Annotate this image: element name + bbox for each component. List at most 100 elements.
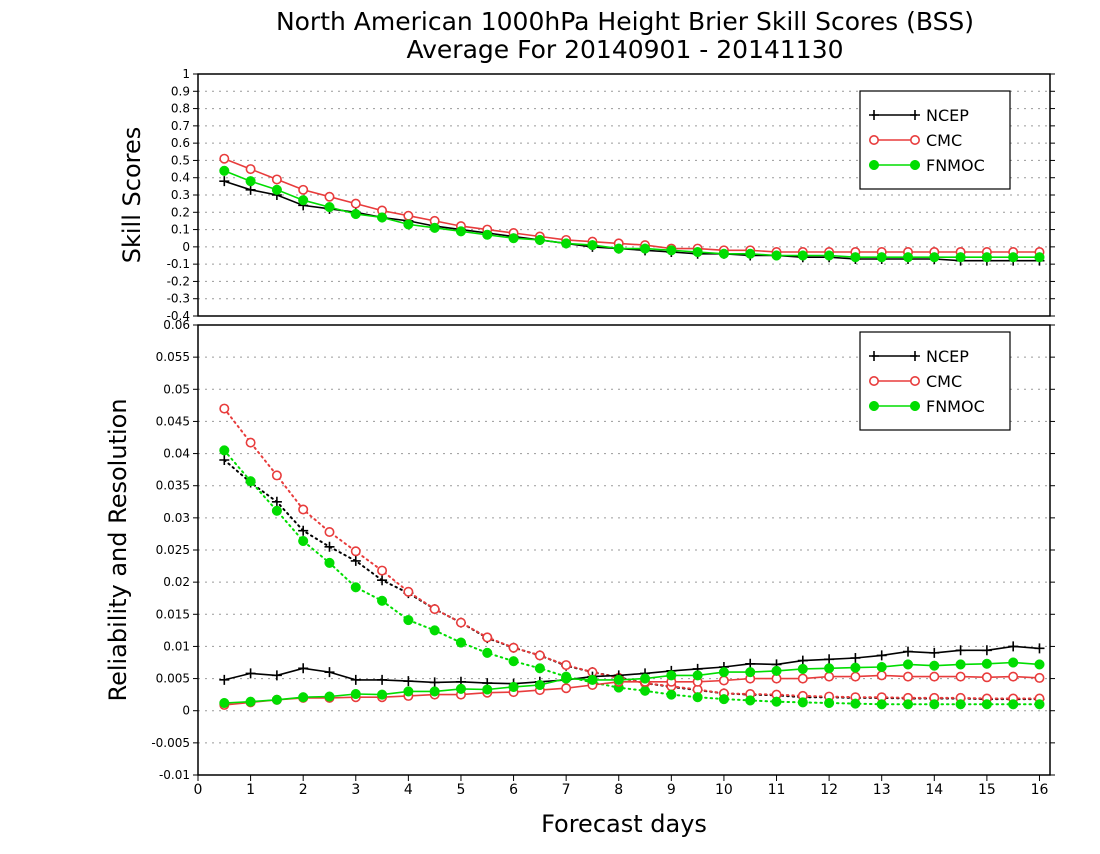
data-point-ncep	[850, 653, 861, 663]
data-point-cmc-dotted	[271, 470, 282, 481]
data-point-fnmoc	[718, 248, 729, 259]
data-point-cmc-dotted	[403, 586, 414, 597]
x-tick-label: 8	[614, 782, 623, 798]
data-point-fnmoc	[219, 165, 230, 176]
x-tick-label: 0	[194, 782, 203, 798]
data-point-fnmoc	[508, 233, 519, 244]
data-point-cmc	[219, 153, 230, 164]
data-point-fnmoc	[245, 696, 256, 707]
data-point-ncep	[981, 645, 992, 656]
x-tick-label: 12	[820, 782, 838, 798]
data-point-cmc	[324, 191, 335, 202]
data-point-fnmoc	[455, 683, 467, 694]
series-ncep	[219, 641, 1045, 689]
data-point-fnmoc	[981, 252, 992, 263]
y-tick-label: 0.02	[163, 575, 190, 589]
y-tick-label: 0.035	[156, 479, 190, 493]
legend-marker-ncep	[910, 351, 920, 361]
data-point-fnmoc-dotted	[929, 699, 940, 710]
data-point-fnmoc-dotted	[850, 698, 861, 709]
data-point-fnmoc-dotted	[1008, 699, 1019, 710]
data-point-fnmoc	[1034, 659, 1045, 670]
data-point-fnmoc	[324, 691, 335, 702]
data-point-fnmoc-dotted	[298, 535, 309, 547]
data-point-fnmoc-dotted	[771, 696, 782, 707]
series-fnmoc	[219, 165, 1045, 263]
data-point-fnmoc	[403, 219, 414, 230]
y-tick-label: 0	[182, 240, 190, 254]
y-tick-label: 0.06	[163, 318, 190, 332]
reliability-y-axis: -0.01 -0.005 0 0.005 0.01 0.015 0.02 0.025 0.03 0…	[151, 318, 1055, 782]
skill-scores-grid	[198, 90, 1050, 300]
data-point-fnmoc-dotted	[692, 692, 703, 703]
y-tick-label: 0.03	[163, 511, 190, 525]
x-tick-label: 15	[978, 782, 996, 798]
y-tick-label: -0.4	[167, 309, 190, 323]
legend-marker-cmc	[868, 375, 879, 386]
y-tick-label: 0.9	[171, 84, 190, 98]
data-point-fnmoc	[1008, 252, 1019, 263]
data-point-fnmoc-dotted	[508, 656, 519, 667]
data-point-ncep-dotted	[324, 541, 335, 552]
data-point-fnmoc	[824, 250, 835, 261]
skill-scores-y-axis: -0.4 -0.3 -0.2 -0.1 0 0.1 0.2 0.3 0.4 0.5 0.6 0.7 0.…	[167, 67, 1055, 323]
data-point-fnmoc	[429, 222, 440, 233]
data-point-cmc-dotted	[350, 546, 361, 557]
data-point-fnmoc	[403, 686, 414, 697]
data-point-fnmoc	[587, 240, 598, 251]
data-point-fnmoc	[929, 660, 940, 671]
data-point-cmc	[298, 184, 309, 195]
data-point-fnmoc-dotted	[429, 625, 440, 636]
data-point-ncep	[1008, 641, 1019, 652]
skill-scores-legend: NCEP CMC FNMOC	[859, 90, 1011, 190]
reliability-series	[219, 403, 1045, 710]
data-point-fnmoc	[482, 684, 493, 695]
data-point-ncep	[245, 668, 256, 679]
legend-label-ncep: NCEP	[926, 106, 969, 125]
data-point-fnmoc	[350, 208, 361, 220]
forecast-days-x-label: Forecast days	[541, 810, 707, 838]
data-point-fnmoc	[850, 662, 861, 673]
y-tick-label: -0.01	[159, 768, 190, 782]
data-point-fnmoc-dotted	[745, 695, 756, 706]
legend-marker-fnmoc	[909, 159, 921, 171]
data-point-fnmoc	[245, 176, 256, 187]
data-point-fnmoc	[1034, 252, 1045, 263]
data-point-cmc	[850, 671, 861, 682]
reliability-resolution-panel: -0.01 -0.005 0 0.005 0.01 0.015 0.02 0.025 0.03 0…	[104, 318, 1055, 838]
data-point-cmc	[955, 671, 966, 682]
data-point-ncep-dotted	[298, 525, 309, 536]
data-point-fnmoc	[429, 686, 440, 697]
data-point-fnmoc	[981, 658, 992, 669]
y-tick-label: 0.5	[171, 153, 190, 167]
legend-entry-cmc: CMC	[868, 131, 962, 150]
data-point-fnmoc-dotted	[403, 615, 414, 626]
y-tick-label: 0.05	[163, 382, 190, 396]
data-point-fnmoc	[745, 248, 756, 259]
data-point-ncep	[298, 663, 309, 674]
data-point-fnmoc	[613, 674, 624, 685]
data-point-ncep	[324, 667, 335, 678]
legend-entry-fnmoc: FNMOC	[868, 156, 985, 175]
data-point-cmc	[350, 198, 361, 209]
data-point-fnmoc	[324, 202, 335, 213]
x-tick-label: 10	[715, 782, 733, 798]
y-tick-label: 0.8	[171, 102, 190, 116]
skill-scores-y-label: Skill Scores	[118, 127, 146, 264]
data-point-ncep	[955, 645, 966, 656]
y-tick-label: 0.1	[171, 223, 190, 237]
data-point-fnmoc-dotted	[981, 699, 992, 710]
chart-title: North American 1000hPa Height Brier Skil…	[276, 7, 974, 36]
data-point-fnmoc	[771, 665, 782, 676]
data-point-fnmoc	[482, 229, 493, 240]
data-point-cmc-dotted	[219, 403, 230, 414]
data-point-fnmoc	[377, 212, 388, 223]
data-point-cmc-dotted	[377, 565, 388, 576]
data-point-cmc-dotted	[324, 526, 335, 537]
data-point-cmc	[271, 174, 282, 185]
data-point-fnmoc	[797, 663, 808, 674]
y-tick-label: -0.1	[167, 257, 190, 271]
data-point-cmc	[1008, 671, 1019, 682]
data-point-cmc-dotted	[455, 617, 466, 628]
y-tick-label: 0.015	[156, 607, 190, 621]
